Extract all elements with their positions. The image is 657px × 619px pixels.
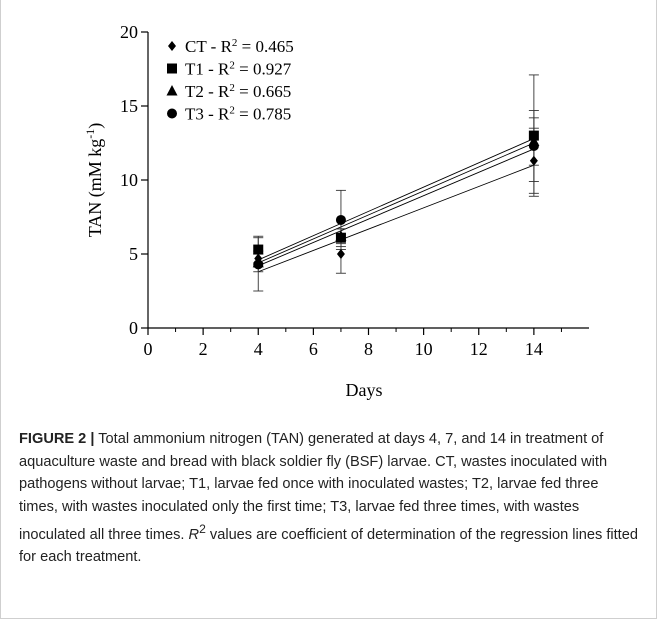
regression-line-t1 — [258, 138, 535, 261]
data-markers — [252, 130, 540, 270]
caption-r-superscript: 2 — [199, 522, 206, 536]
x-tick-label: 6 — [309, 339, 318, 359]
legend-entry-t3: T3 - R2 = 0.785 — [185, 105, 291, 124]
regression-lines — [258, 138, 535, 273]
x-axis-label: Days — [346, 380, 383, 400]
axes-layer: 0 2 4 6 8 10 12 14 0 5 10 15 20 — [120, 22, 589, 359]
legend-r2-value: = 0.665 — [235, 82, 291, 101]
x-tick-label: 0 — [144, 339, 153, 359]
data-point-t2 — [335, 230, 347, 241]
legend-r2-value: = 0.785 — [235, 105, 291, 124]
caption-r-symbol: R — [188, 526, 200, 543]
legend-superscript: 2 — [229, 82, 235, 94]
y-axis-label-main: TAN (mM kg — [85, 139, 106, 238]
legend-marker-t1 — [167, 63, 177, 74]
error-bars — [253, 74, 539, 292]
figure-caption: FIGURE 2 | Total ammonium nitrogen (TAN)… — [19, 428, 639, 569]
y-axis-label: TAN (mM kg-1) — [83, 123, 106, 238]
x-tick-label: 14 — [525, 339, 543, 359]
legend-series-label: CT - R — [185, 37, 233, 56]
regression-line-t2 — [258, 142, 535, 264]
legend-superscript: 2 — [229, 105, 235, 117]
legend-entry-t1: T1 - R2 = 0.927 — [185, 60, 292, 79]
legend-series-label: T1 - R — [185, 60, 230, 79]
data-point-t1 — [253, 244, 264, 255]
y-tick-label: 20 — [120, 22, 138, 42]
data-point-ct — [529, 155, 538, 166]
legend-marker-ct — [168, 41, 176, 51]
y-tick-label: 15 — [120, 96, 138, 116]
y-tick-label: 5 — [129, 244, 138, 264]
caption-text-1: Total ammonium nitrogen (TAN) generated … — [19, 431, 608, 543]
chart-area: 0 2 4 6 8 10 12 14 0 5 10 15 20 CT - R2 = 0.465 T1 - … — [1, 0, 657, 412]
legend-superscript: 2 — [232, 37, 238, 49]
regression-line-t3 — [258, 148, 535, 267]
x-tick-label: 12 — [470, 339, 488, 359]
data-point-t3 — [335, 214, 346, 225]
caption-text-2: values are coefficient of determination … — [19, 526, 638, 566]
x-tick-label: 8 — [364, 339, 373, 359]
legend-superscript: 2 — [229, 60, 235, 72]
regression-line-ct — [258, 164, 535, 273]
x-tick-label: 10 — [415, 339, 433, 359]
y-axis-label-unit-exponent: -1 — [83, 129, 97, 139]
y-axis-label-close: ) — [85, 123, 106, 129]
legend-series-label: T3 - R — [185, 105, 230, 124]
y-tick-label: 10 — [120, 170, 138, 190]
legend-marker-t2 — [166, 85, 178, 96]
legend-entry-t2: T2 - R2 = 0.665 — [185, 82, 291, 101]
x-tick-label: 4 — [254, 339, 263, 359]
x-tick-label: 2 — [199, 339, 208, 359]
figure-label: FIGURE 2 | — [19, 431, 95, 447]
legend-entry-ct: CT - R2 = 0.465 — [185, 37, 294, 56]
data-point-ct — [336, 249, 345, 259]
data-point-t3 — [528, 140, 539, 151]
legend-series-label: T2 - R — [185, 82, 230, 101]
legend-r2-value: = 0.465 — [237, 37, 293, 56]
legend-r2-value: = 0.927 — [235, 60, 292, 79]
data-point-t3 — [253, 259, 264, 270]
y-tick-label: 0 — [129, 318, 138, 338]
legend-marker-t3 — [167, 108, 177, 119]
